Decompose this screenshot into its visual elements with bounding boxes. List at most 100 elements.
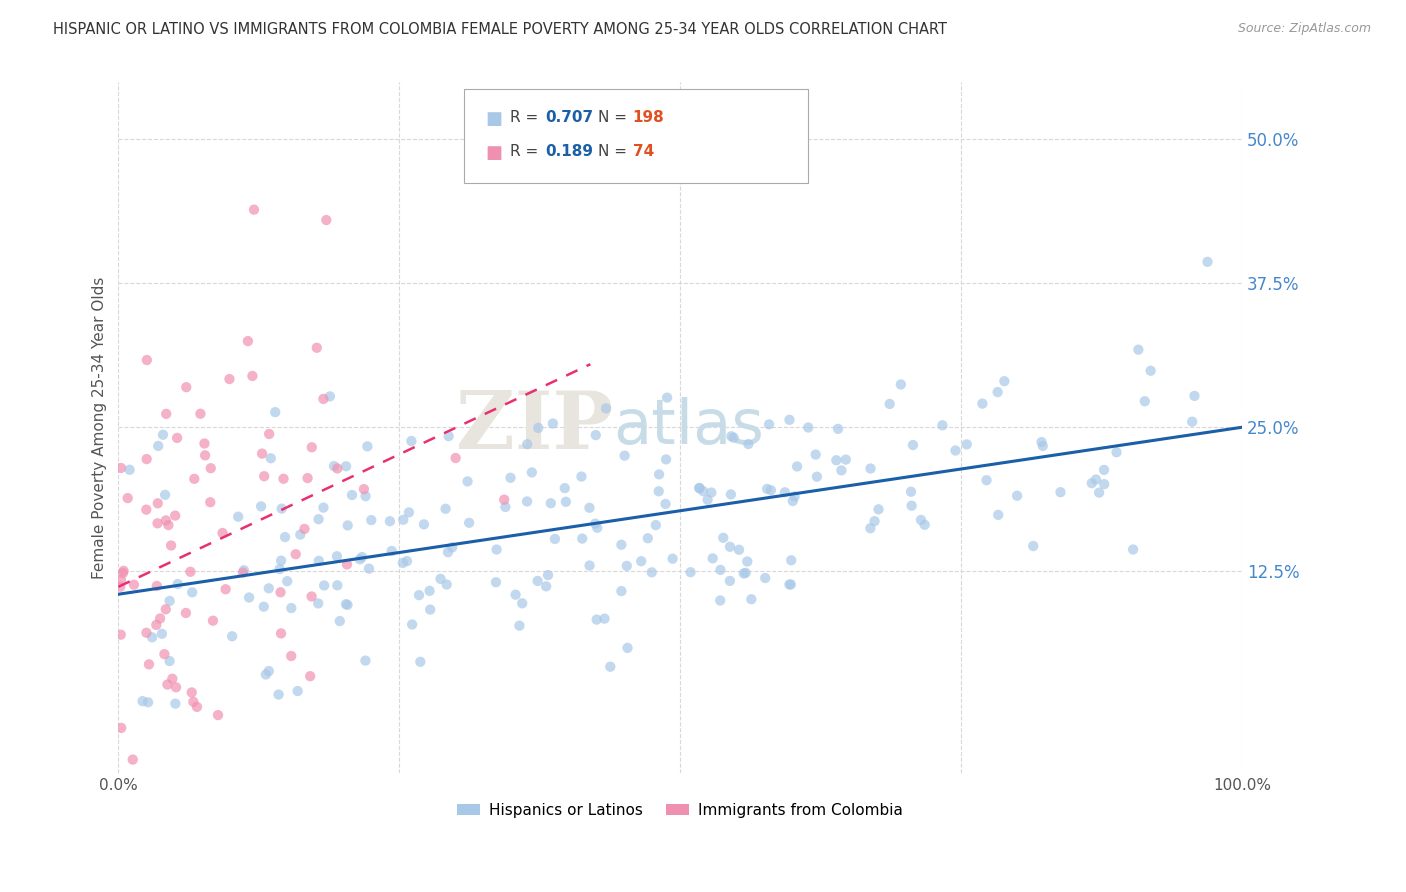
Point [879,397,901,411]
Point [554,481,576,495]
Point [696,492,718,507]
Text: ■: ■ [485,110,502,128]
Point [782,494,804,508]
Point [409,655,432,669]
Point [270,554,292,568]
Point [778,413,800,427]
Point [688,481,710,495]
Text: HISPANIC OR LATINO VS IMMIGRANTS FROM COLOMBIA FEMALE POVERTY AMONG 25-34 YEAR O: HISPANIC OR LATINO VS IMMIGRANTS FROM CO… [53,22,948,37]
Point [516,494,538,508]
Point [257,582,280,596]
Point [250,447,273,461]
Point [778,577,800,591]
Text: Source: ZipAtlas.com: Source: ZipAtlas.com [1237,22,1371,36]
Point [201,614,224,628]
Point [183,695,205,709]
Point [110,580,132,594]
Point [520,466,543,480]
Text: N =: N = [598,144,631,159]
Point [162,672,184,686]
Point [165,697,187,711]
Point [641,566,664,580]
Point [827,422,849,436]
Point [485,542,508,557]
Point [360,513,382,527]
Point [734,566,756,580]
Point [956,437,979,451]
Point [419,602,441,616]
Point [585,613,607,627]
Point [276,574,298,589]
Point [395,554,418,568]
Point [1005,489,1028,503]
Point [583,516,606,531]
Point [508,618,530,632]
Point [692,484,714,499]
Point [138,657,160,672]
Point [616,640,638,655]
Point [273,472,295,486]
Point [797,420,820,434]
Point [232,566,254,580]
Point [993,374,1015,388]
Point [648,484,671,499]
Point [868,502,890,516]
Point [900,499,922,513]
Point [720,487,742,501]
Point [150,627,173,641]
Point [200,461,222,475]
Point [972,396,994,410]
Point [207,708,229,723]
Point [976,473,998,487]
Point [1133,394,1156,409]
Point [637,531,659,545]
Point [987,508,1010,522]
Point [458,516,481,530]
Point [441,541,464,555]
Point [250,500,273,514]
Point [700,485,723,500]
Point [499,471,522,485]
Point [910,513,932,527]
Point [336,598,359,612]
Point [825,453,848,467]
Point [307,596,329,610]
Point [336,558,359,572]
Point [401,434,423,448]
Point [804,448,827,462]
Point [610,538,633,552]
Point [200,495,222,509]
Point [253,599,276,614]
Point [613,449,636,463]
Point [159,654,181,668]
Point [392,513,415,527]
Point [340,488,363,502]
Point [571,532,593,546]
Point [702,551,724,566]
Point [356,439,378,453]
Point [1197,255,1219,269]
Point [593,612,616,626]
Point [610,584,633,599]
Point [354,654,377,668]
Point [155,602,177,616]
Point [157,518,180,533]
Point [145,618,167,632]
Point [122,577,145,591]
Point [165,508,187,523]
Point [1122,542,1144,557]
Point [737,437,759,451]
Point [754,571,776,585]
Point [733,566,755,581]
Point [326,461,349,475]
Point [599,659,621,673]
Point [711,531,734,545]
Point [758,417,780,432]
Point [931,418,953,433]
Point [274,530,297,544]
Point [242,368,264,383]
Point [190,407,212,421]
Point [294,522,316,536]
Point [166,431,188,445]
Point [280,648,302,663]
